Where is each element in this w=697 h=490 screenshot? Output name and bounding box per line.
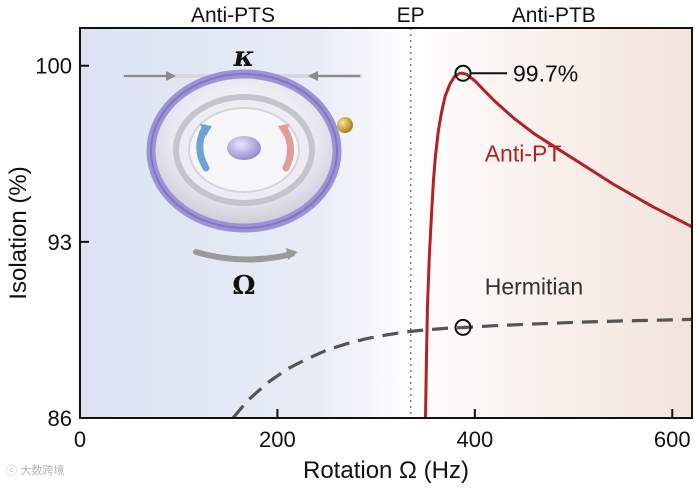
y-axis-title: Isolation (%) [5, 166, 32, 299]
x-tick-label-0: 0 [74, 427, 86, 452]
rotating-resonator-illustration: κ Ω [122, 40, 362, 301]
ccw-blue-arrow [196, 124, 210, 172]
y-tick-label-93: 93 [48, 230, 72, 255]
region-anti-ptb-background [410, 28, 692, 418]
rotation-arrow [193, 249, 295, 263]
peak-value-label: 99.7% [513, 60, 578, 86]
watermark-logo: ⓒ 大数跨境 [6, 464, 65, 477]
kappa-label: κ [233, 40, 255, 73]
marker-hermitian [454, 318, 472, 336]
region-label-anti-pts: Anti-PTS [191, 4, 275, 27]
marker-anti-pt [454, 64, 472, 82]
series-line-anti-pt [424, 71, 693, 419]
y-tick-label-86: 86 [48, 406, 72, 431]
x-tick-label-200: 200 [259, 427, 296, 452]
series-label-hermitian: Hermitian [485, 274, 583, 300]
y-tick-label-100: 100 [35, 54, 72, 79]
plot-frame [79, 27, 693, 419]
ep-label: EP [397, 4, 425, 27]
series-label-anti-pt: Anti-PT [485, 140, 562, 166]
gold-nanoparticle [337, 117, 353, 133]
omega-label: Ω [232, 271, 255, 301]
x-tick-label-600: 600 [654, 427, 691, 452]
center-sphere [227, 136, 261, 160]
x-tick-label-400: 400 [456, 427, 493, 452]
x-axis-title: Rotation Ω (Hz) [303, 457, 469, 484]
region-label-anti-ptb: Anti-PTB [512, 4, 596, 27]
